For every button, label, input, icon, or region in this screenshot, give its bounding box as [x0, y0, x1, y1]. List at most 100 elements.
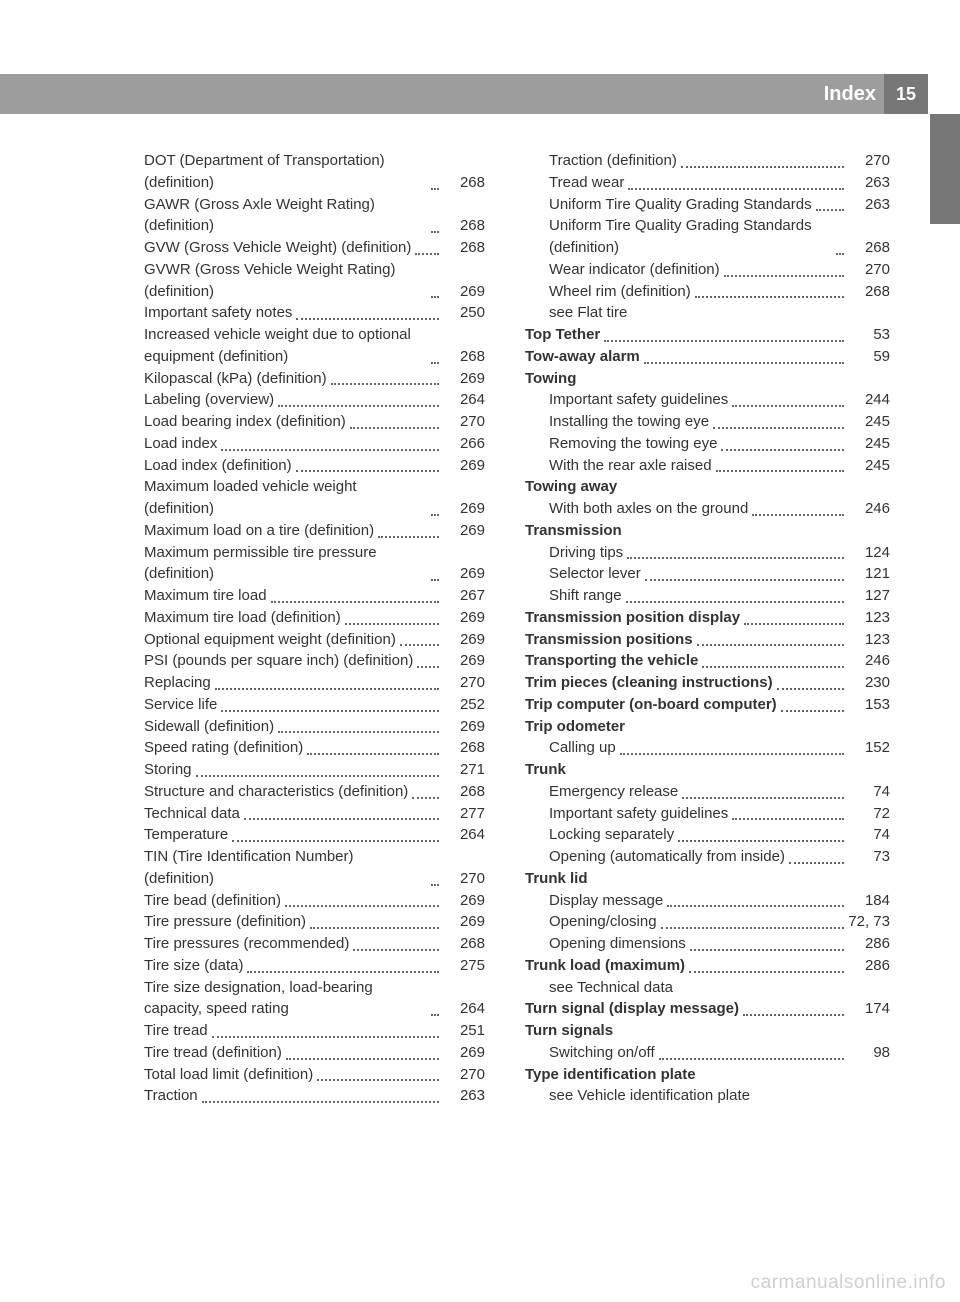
- index-entry: Opening/closing72, 73: [525, 911, 890, 933]
- index-entry: DOT (Department of Transportation) (defi…: [120, 150, 485, 194]
- index-entry-label: Important safety guidelines: [549, 389, 728, 411]
- index-entry-label: Shift range: [549, 585, 622, 607]
- leader-dots: [244, 807, 439, 821]
- index-entry: Trunk load (maximum)286: [525, 955, 890, 977]
- index-entry-page: 269: [443, 650, 485, 672]
- leader-dots: [317, 1068, 439, 1082]
- index-entry: GAWR (Gross Axle Weight Rating) (definit…: [120, 194, 485, 238]
- index-heading-label: Turn signals: [525, 1020, 613, 1042]
- index-entry-page: 127: [848, 585, 890, 607]
- index-entry-page: 270: [848, 150, 890, 172]
- leader-dots: [247, 959, 439, 973]
- index-entry-label: Replacing: [144, 672, 211, 694]
- index-heading-label: see Technical data: [549, 977, 673, 999]
- leader-dots: [644, 350, 844, 364]
- index-entry-label: Switching on/off: [549, 1042, 655, 1064]
- index-entry-page: 268: [848, 281, 890, 303]
- leader-dots: [345, 611, 439, 625]
- index-entry-label: Uniform Tire Quality Grading Standards: [549, 194, 812, 216]
- index-entry-label: Kilopascal (kPa) (definition): [144, 368, 327, 390]
- index-entry-page: 268: [443, 237, 485, 259]
- index-heading: Towing: [525, 368, 890, 390]
- index-entry-label: Maximum tire load (definition): [144, 607, 341, 629]
- index-entry-page: 121: [848, 563, 890, 585]
- leader-dots: [431, 502, 439, 516]
- index-entry: Display message 184: [525, 890, 890, 912]
- leader-dots: [221, 698, 439, 712]
- index-entry-page: 268: [443, 215, 485, 237]
- index-heading: see Flat tire: [525, 302, 890, 324]
- index-entry-page: 270: [443, 1064, 485, 1086]
- index-entry: Maximum loaded vehicle weight (definitio…: [120, 476, 485, 520]
- index-entry-label: Tire pressure (definition): [144, 911, 306, 933]
- index-entry-page: 74: [848, 824, 890, 846]
- leader-dots: [628, 176, 844, 190]
- index-entry-page: 268: [443, 346, 485, 368]
- index-entry: Uniform Tire Quality Grading Standards (…: [525, 215, 890, 259]
- leader-dots: [412, 785, 439, 799]
- index-heading-label: Trunk: [525, 759, 566, 781]
- leader-dots: [659, 1046, 844, 1060]
- index-heading: Turn signals: [525, 1020, 890, 1042]
- leader-dots: [232, 829, 439, 843]
- leader-dots: [816, 198, 844, 212]
- index-entry-page: 174: [848, 998, 890, 1020]
- index-heading: see Technical data: [525, 977, 890, 999]
- index-entry-page: 277: [443, 803, 485, 825]
- index-entry: Calling up152: [525, 737, 890, 759]
- index-entry-page: 275: [443, 955, 485, 977]
- index-entry-page: 184: [848, 890, 890, 912]
- index-entry-label: Maximum permissible tire pressure (defin…: [144, 542, 427, 586]
- leader-dots: [702, 655, 844, 669]
- index-entry: Driving tips124: [525, 542, 890, 564]
- index-entry-page: 246: [848, 498, 890, 520]
- index-entry-page: 72, 73: [848, 911, 890, 933]
- leader-dots: [215, 676, 439, 690]
- index-entry-page: 269: [443, 368, 485, 390]
- index-entry: Top Tether53: [525, 324, 890, 346]
- index-entry-page: 268: [443, 172, 485, 194]
- index-entry-label: Trip computer (on-board computer): [525, 694, 777, 716]
- index-entry-label: Display message: [549, 890, 663, 912]
- index-entry-label: Labeling (overview): [144, 389, 274, 411]
- side-tab: [930, 114, 960, 224]
- index-entry-page: 245: [848, 411, 890, 433]
- index-entry-label: GVWR (Gross Vehicle Weight Rating) (defi…: [144, 259, 427, 303]
- index-entry: Tire tread (definition)269: [120, 1042, 485, 1064]
- leader-dots: [721, 437, 844, 451]
- index-heading-label: see Flat tire: [549, 302, 627, 324]
- index-entry: Labeling (overview)264: [120, 389, 485, 411]
- index-heading: Towing away: [525, 476, 890, 498]
- index-entry-page: 286: [848, 933, 890, 955]
- leader-dots: [286, 1046, 439, 1060]
- index-entry: Tire tread251: [120, 1020, 485, 1042]
- leader-dots: [777, 676, 844, 690]
- index-heading-label: Trip odometer: [525, 716, 625, 738]
- index-entry: Locking separately74: [525, 824, 890, 846]
- index-entry: Maximum tire load (definition)269: [120, 607, 485, 629]
- index-entry-page: 263: [848, 172, 890, 194]
- watermark: carmanualsonline.info: [751, 1272, 946, 1294]
- leader-dots: [285, 894, 439, 908]
- index-entry-label: Uniform Tire Quality Grading Standards (…: [549, 215, 832, 259]
- index-entry-page: 152: [848, 737, 890, 759]
- index-entry-label: Removing the towing eye: [549, 433, 717, 455]
- index-entry-page: 268: [443, 737, 485, 759]
- leader-dots: [431, 220, 439, 234]
- leader-dots: [689, 959, 844, 973]
- index-entry-label: Important safety notes: [144, 302, 292, 324]
- index-entry-page: 269: [443, 455, 485, 477]
- index-entry-label: Service life: [144, 694, 217, 716]
- index-entry: Temperature264: [120, 824, 485, 846]
- leader-dots: [307, 742, 439, 756]
- index-entry-page: 74: [848, 781, 890, 803]
- index-entry-label: Installing the towing eye: [549, 411, 709, 433]
- index-entry-label: Tire size designation, load-bearing capa…: [144, 977, 427, 1021]
- index-entry-label: Optional equipment weight (definition): [144, 629, 396, 651]
- leader-dots: [310, 916, 439, 930]
- index-entry: Transmission positions123: [525, 629, 890, 651]
- leader-dots: [296, 307, 439, 321]
- index-entry: Replacing270: [120, 672, 485, 694]
- header-title: Index: [824, 74, 876, 114]
- index-entry-page: 269: [443, 911, 485, 933]
